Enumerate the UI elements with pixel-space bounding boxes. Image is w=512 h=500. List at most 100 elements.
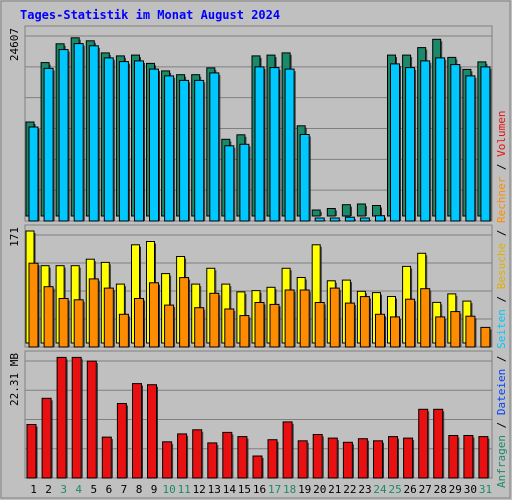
bar-volumen-13 bbox=[207, 442, 218, 479]
bar-dateien-16 bbox=[254, 66, 265, 222]
bar-volumen-15 bbox=[237, 436, 248, 479]
bar-volumen-28 bbox=[433, 408, 444, 479]
legend-part: Seiten bbox=[495, 309, 508, 349]
panel-hits-files: 24607 bbox=[8, 25, 493, 222]
bar-dateien-26 bbox=[405, 67, 416, 222]
bar-anfragen-23 bbox=[356, 203, 366, 217]
y-axis-label: 22.31 MB bbox=[8, 353, 21, 406]
bar-volumen-27 bbox=[418, 408, 429, 479]
x-tick-label: 25 bbox=[388, 483, 401, 496]
bar-seiten-8 bbox=[134, 298, 144, 348]
x-tick-label: 5 bbox=[90, 483, 97, 496]
bar-dateien-5 bbox=[88, 45, 99, 222]
bar-dateien-2 bbox=[43, 67, 54, 222]
bar-seiten-12 bbox=[194, 307, 205, 348]
bar-dateien-9 bbox=[149, 68, 159, 222]
x-tick-label: 18 bbox=[283, 483, 296, 496]
bar-seiten-5 bbox=[88, 278, 99, 348]
bar-seiten-14 bbox=[224, 308, 235, 348]
bar-volumen-11 bbox=[177, 433, 188, 479]
panel-visits-hosts: 171 bbox=[8, 224, 493, 348]
bar-seiten-9 bbox=[149, 282, 159, 348]
bar-seiten-11 bbox=[179, 277, 190, 348]
x-tick-label: 10 bbox=[162, 483, 175, 496]
bar-volumen-22 bbox=[342, 441, 353, 479]
x-tick-label: 4 bbox=[75, 483, 82, 496]
bar-dateien-21 bbox=[329, 217, 340, 222]
legend-part: / bbox=[495, 157, 508, 177]
x-tick-label: 23 bbox=[358, 483, 371, 496]
bar-dateien-20 bbox=[314, 217, 325, 222]
bar-seiten-16 bbox=[254, 302, 265, 348]
y-axis-label: 171 bbox=[8, 227, 21, 247]
bar-volumen-3 bbox=[56, 356, 67, 479]
bar-seiten-19 bbox=[299, 289, 310, 348]
legend-part: Besuche bbox=[495, 243, 508, 289]
legend-part: Anfragen bbox=[495, 435, 508, 488]
bar-volumen-26 bbox=[403, 437, 414, 479]
bar-volumen-1 bbox=[26, 424, 37, 479]
x-tick-label: 14 bbox=[223, 483, 237, 496]
x-tick-label: 12 bbox=[193, 483, 206, 496]
bar-volumen-12 bbox=[192, 429, 203, 479]
bar-seiten-13 bbox=[209, 292, 220, 348]
legend-part: Dateien bbox=[495, 369, 508, 415]
bar-volumen-10 bbox=[162, 441, 173, 479]
bar-volumen-30 bbox=[463, 435, 474, 479]
bar-seiten-24 bbox=[375, 313, 385, 348]
bar-dateien-30 bbox=[465, 75, 476, 222]
bar-seiten-1 bbox=[28, 262, 39, 348]
bar-seiten-2 bbox=[43, 286, 54, 348]
x-tick-label: 21 bbox=[328, 483, 341, 496]
legend-part: / bbox=[495, 223, 508, 243]
bar-seiten-18 bbox=[284, 289, 295, 348]
x-tick-label: 15 bbox=[238, 483, 251, 496]
bar-dateien-14 bbox=[224, 145, 235, 222]
bar-seiten-4 bbox=[73, 299, 84, 348]
bar-seiten-25 bbox=[390, 316, 400, 348]
bar-seiten-26 bbox=[405, 298, 416, 348]
bar-volumen-5 bbox=[86, 360, 97, 479]
legend-part: / bbox=[495, 289, 508, 309]
bar-dateien-22 bbox=[344, 216, 355, 222]
legend-part: / bbox=[495, 349, 508, 369]
chart-title: Tages-Statistik im Monat August 2024 bbox=[20, 8, 280, 22]
bar-anfragen-22 bbox=[341, 204, 351, 217]
bar-dateien-25 bbox=[390, 63, 400, 222]
bar-volumen-4 bbox=[71, 356, 82, 479]
x-tick-label: 28 bbox=[434, 483, 447, 496]
bar-dateien-11 bbox=[179, 79, 190, 222]
x-tick-label: 13 bbox=[208, 483, 221, 496]
x-tick-label: 31 bbox=[479, 483, 492, 496]
bar-anfragen-20 bbox=[311, 209, 321, 217]
bar-volumen-14 bbox=[222, 431, 233, 479]
bar-volumen-8 bbox=[132, 383, 142, 479]
x-tick-label: 6 bbox=[106, 483, 113, 496]
bar-seiten-28 bbox=[435, 316, 446, 348]
x-tick-label: 16 bbox=[253, 483, 266, 496]
bar-anfragen-21 bbox=[326, 208, 336, 217]
bar-seiten-21 bbox=[329, 287, 340, 348]
bar-dateien-28 bbox=[435, 57, 446, 222]
bar-dateien-29 bbox=[450, 64, 461, 222]
x-tick-label: 29 bbox=[449, 483, 462, 496]
bar-seiten-10 bbox=[164, 304, 175, 348]
bar-seiten-15 bbox=[239, 315, 250, 348]
bar-volumen-20 bbox=[312, 434, 323, 479]
bar-volumen-25 bbox=[388, 436, 398, 479]
x-tick-label: 1 bbox=[30, 483, 37, 496]
x-tick-label: 17 bbox=[268, 483, 281, 496]
bar-seiten-22 bbox=[344, 302, 355, 348]
bar-volumen-7 bbox=[116, 403, 127, 479]
bar-volumen-9 bbox=[147, 384, 157, 479]
x-tick-label: 27 bbox=[419, 483, 432, 496]
bar-seiten-3 bbox=[58, 298, 69, 348]
x-tick-label: 9 bbox=[151, 483, 158, 496]
x-tick-label: 3 bbox=[60, 483, 67, 496]
legend-part: Rechner bbox=[495, 176, 508, 223]
bar-seiten-7 bbox=[118, 313, 129, 348]
bar-dateien-17 bbox=[269, 67, 280, 222]
bar-volumen-17 bbox=[267, 439, 278, 479]
